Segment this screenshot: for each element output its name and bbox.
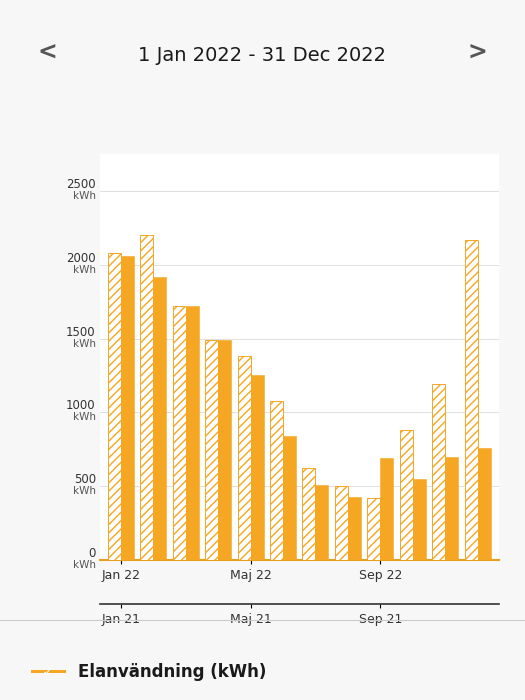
Bar <box>218 340 231 560</box>
Text: 1000: 1000 <box>66 400 96 412</box>
Bar <box>140 235 153 560</box>
Text: 2500: 2500 <box>66 178 96 191</box>
Bar <box>400 430 413 560</box>
Text: kWh: kWh <box>73 412 96 422</box>
Bar <box>316 484 329 560</box>
Bar <box>173 306 186 560</box>
Bar <box>186 306 198 560</box>
Text: Elanvändning (kWh): Elanvändning (kWh) <box>78 663 267 680</box>
Text: >: > <box>468 41 488 64</box>
Bar <box>205 340 218 560</box>
Bar <box>413 479 426 560</box>
Text: <: < <box>37 41 57 64</box>
Bar <box>478 448 491 560</box>
Text: 1500: 1500 <box>66 326 96 339</box>
Bar <box>465 239 478 560</box>
Bar <box>432 384 445 560</box>
Bar <box>250 375 264 560</box>
Text: kWh: kWh <box>73 560 96 570</box>
Bar <box>348 496 361 560</box>
Text: 0: 0 <box>88 547 96 560</box>
Text: 500: 500 <box>74 473 96 486</box>
Bar <box>270 400 283 560</box>
Bar <box>380 458 393 560</box>
Bar <box>238 356 250 560</box>
Text: 2000: 2000 <box>66 252 96 265</box>
Bar <box>108 253 121 560</box>
Bar <box>153 276 166 560</box>
Bar <box>335 486 348 560</box>
Bar <box>302 468 316 560</box>
Text: kWh: kWh <box>73 339 96 349</box>
Text: ✓: ✓ <box>42 664 55 679</box>
Text: 1 Jan 2022 - 31 Dec 2022: 1 Jan 2022 - 31 Dec 2022 <box>139 46 386 65</box>
Bar <box>283 436 296 560</box>
FancyBboxPatch shape <box>30 670 66 673</box>
Text: kWh: kWh <box>73 191 96 201</box>
Text: kWh: kWh <box>73 486 96 496</box>
Bar <box>121 256 134 560</box>
Bar <box>445 456 458 560</box>
Bar <box>368 498 380 560</box>
Text: kWh: kWh <box>73 265 96 274</box>
